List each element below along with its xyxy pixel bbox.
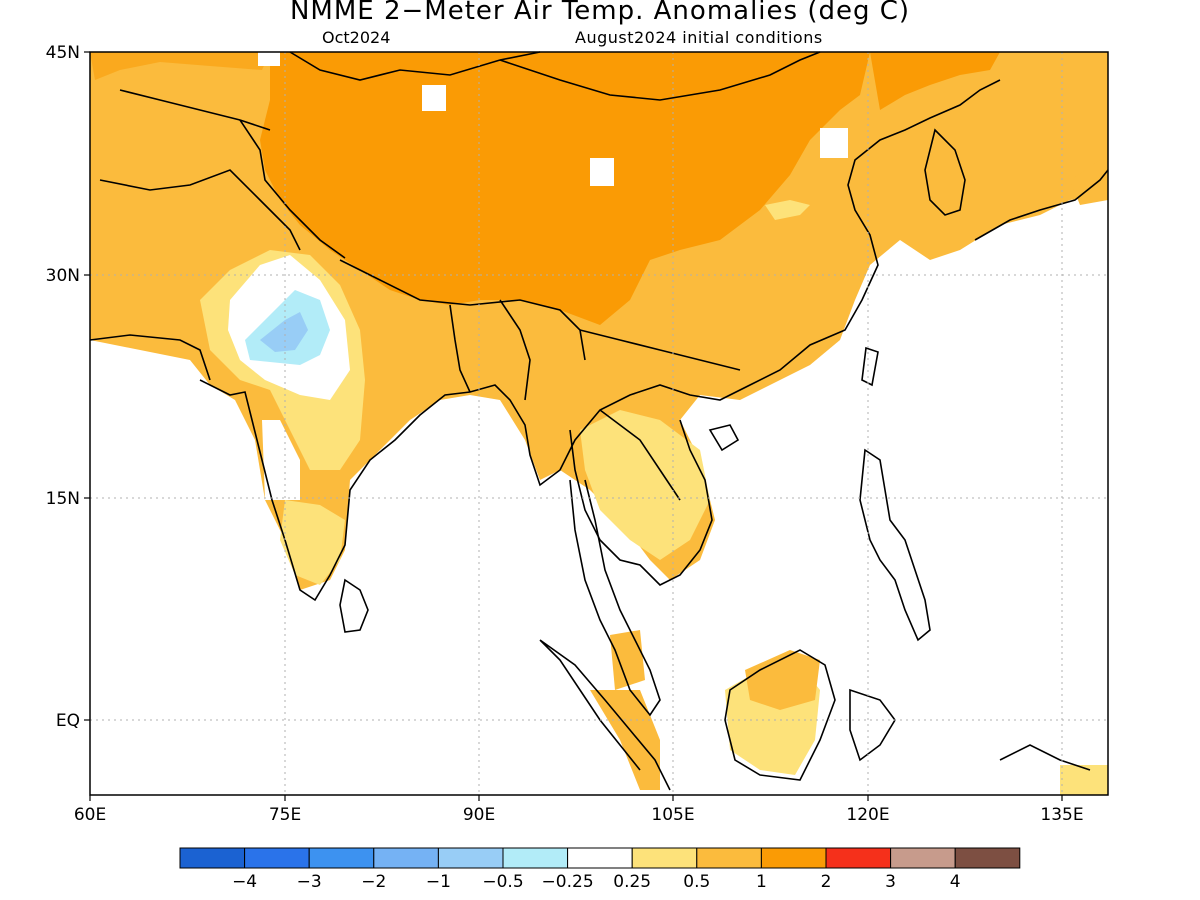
y-tick-30n: 30N	[46, 266, 80, 286]
colorbar-label: −0.5	[482, 872, 524, 892]
colorbar-label: 3	[885, 872, 897, 892]
colorbar-label: −3	[296, 872, 322, 892]
coastline-layer	[89, 51, 1109, 791]
anomaly-field	[90, 52, 1108, 795]
colorbar-swatch	[502, 847, 569, 869]
colorbar-swatch	[631, 847, 698, 869]
colorbar-label: −2	[361, 872, 387, 892]
map-frame	[89, 51, 1109, 796]
colorbar-swatch	[437, 847, 504, 869]
colorbar-label: −0.25	[541, 872, 594, 892]
colorbar-swatch	[567, 847, 633, 869]
colorbar-label: 1	[755, 872, 767, 892]
axis-ticks	[84, 51, 1063, 801]
graticule	[90, 52, 1108, 795]
colorbar-label: −4	[232, 872, 258, 892]
y-tick-15n: 15N	[46, 489, 80, 509]
colorbar-swatch	[890, 847, 956, 869]
colorbar-label: −1	[425, 872, 451, 892]
colorbar-swatch	[308, 847, 375, 869]
forecast-month: Oct2024	[322, 28, 391, 47]
colorbar-label: 0.25	[613, 872, 652, 892]
map-title: NMME 2−Meter Air Temp. Anomalies (deg C)	[289, 0, 911, 26]
colorbar-swatch	[179, 847, 246, 869]
x-tick-60e: 60E	[74, 805, 106, 825]
y-tick-45n: 45N	[46, 43, 80, 63]
x-tick-135e: 135E	[1040, 805, 1083, 825]
x-tick-105e: 105E	[651, 805, 694, 825]
y-tick-eq: EQ	[56, 711, 80, 731]
colorbar-label: 4	[949, 872, 961, 892]
x-tick-120e: 120E	[846, 805, 889, 825]
colorbar-swatch	[954, 847, 1021, 869]
x-tick-90e: 90E	[463, 805, 495, 825]
colorbar-label: 2	[820, 872, 832, 892]
colorbar-swatch	[760, 847, 827, 869]
initial-conditions: August2024 initial conditions	[575, 28, 823, 47]
colorbar-swatch	[825, 847, 892, 869]
colorbar-label: 0.5	[683, 872, 711, 892]
x-tick-75e: 75E	[269, 805, 301, 825]
colorbar	[179, 847, 1021, 869]
colorbar-swatch	[696, 847, 762, 869]
colorbar-swatch	[244, 847, 310, 869]
colorbar-swatch	[373, 847, 439, 869]
